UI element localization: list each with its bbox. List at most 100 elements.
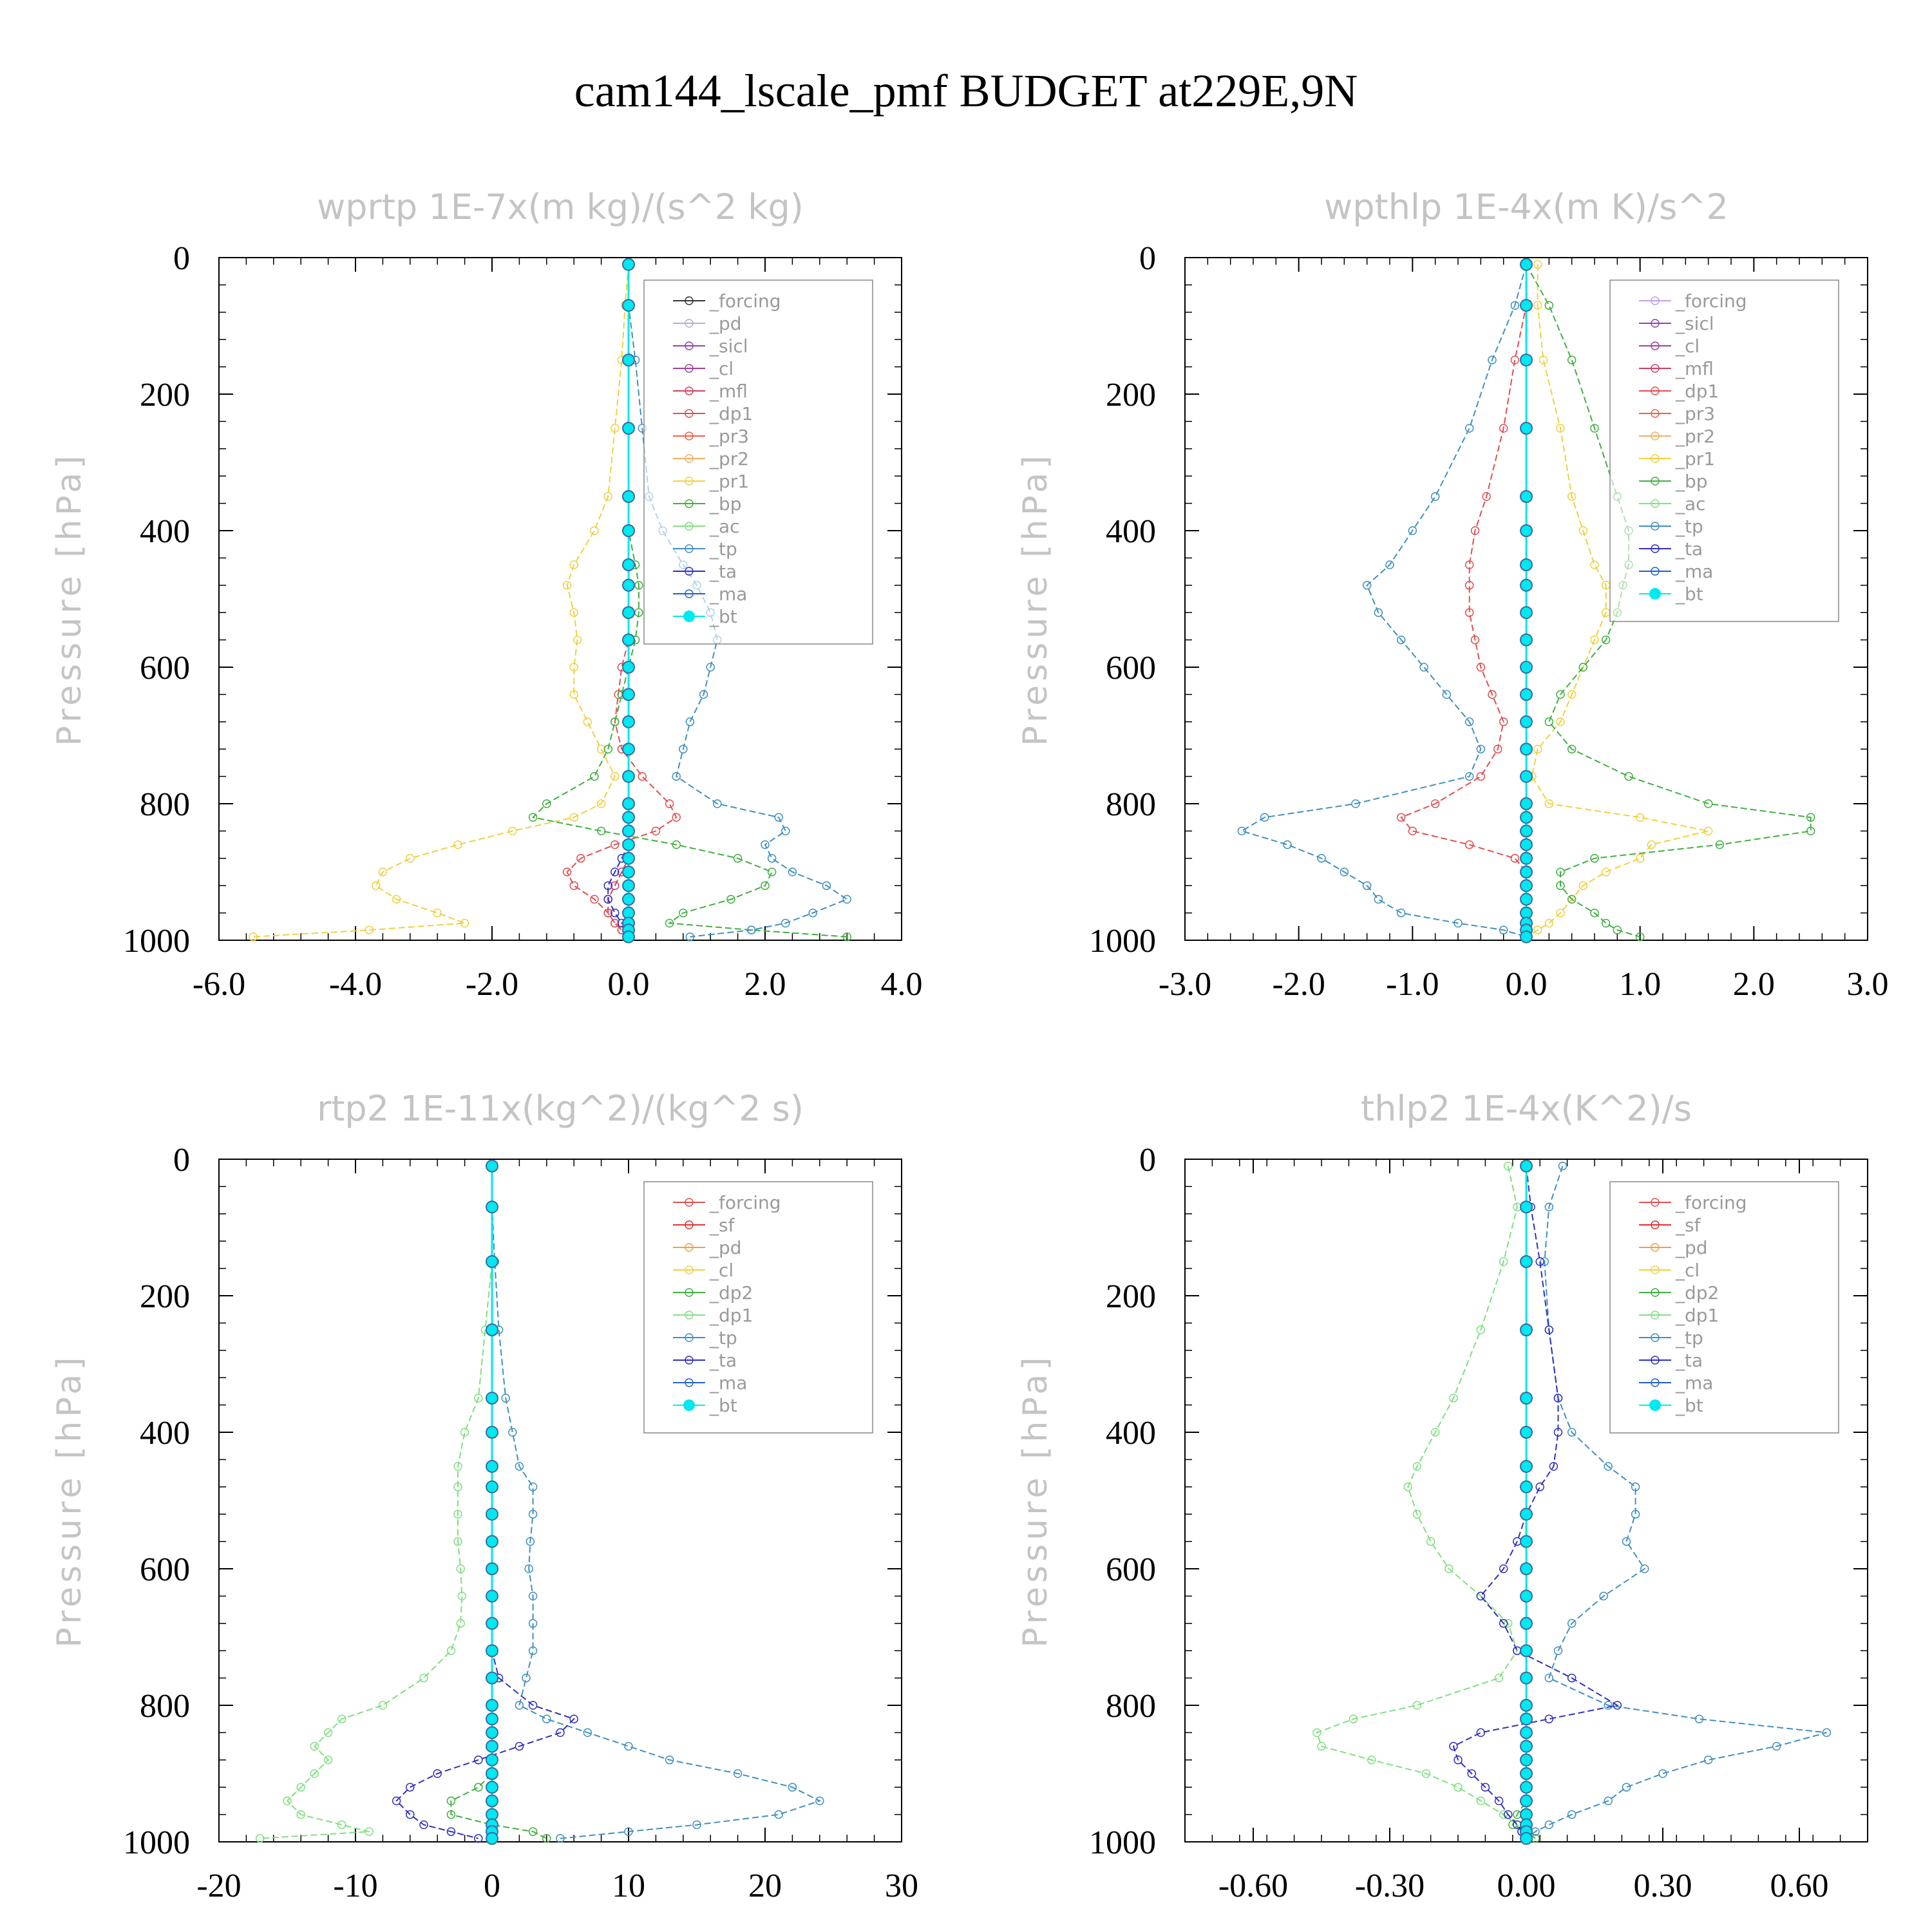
data-point-bp: [1556, 881, 1565, 890]
y-tick-label: 400: [140, 1415, 190, 1452]
data-point-ta: [1613, 1701, 1622, 1710]
legend-label-mfl: _mfl: [709, 381, 748, 402]
data-point-bt: [1520, 743, 1533, 756]
x-tick-label: -0.60: [1218, 1868, 1288, 1904]
data-point-tp: [774, 813, 783, 822]
data-point-bt: [1520, 422, 1533, 435]
data-point-bt: [622, 258, 635, 271]
data-point-bp: [1806, 826, 1815, 836]
x-tick-label: 30: [885, 1868, 918, 1904]
data-point-bp: [542, 799, 551, 808]
data-point-bt: [1520, 1159, 1533, 1173]
x-tick-label: 0.0: [608, 966, 650, 1003]
data-point-tp: [528, 1591, 538, 1601]
data-point-dp1: [1403, 1482, 1413, 1492]
data-point-tp: [1553, 1646, 1563, 1655]
data-point-bt: [1520, 879, 1533, 893]
data-point-tp: [1631, 1482, 1640, 1492]
data-point-bt: [1520, 838, 1533, 851]
data-point-bt: [1520, 354, 1533, 366]
data-point-bt: [1520, 1712, 1533, 1726]
legend-label-ta: _ta: [709, 1350, 737, 1371]
data-point-ta: [1467, 1769, 1476, 1778]
data-point-dp1: [1464, 608, 1474, 617]
y-tick-label: 0: [1139, 1142, 1156, 1179]
chart-title: rtp2 1E-11x(kg^2)/(kg^2 s): [317, 1088, 804, 1129]
legend-marker-bt: [1649, 588, 1661, 600]
data-point-bt: [1520, 524, 1533, 537]
y-tick-label: 1000: [1089, 1824, 1156, 1861]
data-point-pr1: [611, 424, 620, 433]
legend-label-ta: _ta: [1675, 1350, 1703, 1371]
legend-marker-pd: [1651, 1243, 1660, 1252]
data-point-bt: [1520, 1200, 1533, 1214]
data-point-pr1: [433, 908, 442, 918]
data-point-tp: [1510, 301, 1520, 310]
data-point-pr1: [378, 867, 388, 876]
data-point-pr1: [1635, 813, 1645, 822]
series-line-tp: [491, 1166, 822, 1839]
data-point-dp1: [365, 1827, 374, 1836]
data-point-dp1: [1464, 560, 1474, 569]
legend-label-ta: _ta: [1675, 538, 1703, 560]
data-point-bt: [486, 1426, 498, 1439]
x-tick-label: -20: [196, 1868, 241, 1904]
legend: [1609, 1181, 1839, 1434]
legend-label-sf: _sf: [1675, 1215, 1701, 1236]
data-point-pr1: [1578, 526, 1588, 535]
legend-label-pd: _pd: [709, 313, 742, 334]
data-point-dp1: [310, 1741, 319, 1751]
data-point-bp: [1567, 355, 1577, 365]
data-point-dp1: [1494, 1673, 1504, 1683]
data-point-ta: [1481, 1783, 1490, 1792]
y-tick-label: 1000: [123, 1824, 190, 1861]
x-tick-label: 0: [484, 1868, 500, 1904]
series-line-tp: [1526, 1166, 1827, 1839]
data-point-dp1: [337, 1714, 346, 1723]
data-point-dp1: [456, 1619, 465, 1628]
legend-label-forcing: _forcing: [709, 290, 781, 312]
data-point-pr1: [406, 854, 415, 863]
data-point-pr1: [365, 925, 374, 934]
data-point-dp1: [419, 1673, 428, 1683]
data-point-bt: [622, 851, 635, 865]
data-point-bt: [1520, 824, 1533, 838]
legend-label-ta: _ta: [709, 561, 737, 582]
data-point-bp: [761, 881, 770, 890]
data-point-bt: [486, 1726, 498, 1739]
legend-marker-ma: [685, 589, 694, 598]
data-point-tp: [1694, 1714, 1704, 1723]
data-point-bt: [1520, 893, 1533, 906]
data-point-bt: [486, 1781, 498, 1794]
data-point-pr1: [1533, 301, 1542, 310]
data-point-ta: [1503, 1810, 1513, 1819]
data-point-dp1: [255, 1833, 265, 1843]
y-tick-label: 600: [1106, 1551, 1156, 1588]
data-point-bp: [596, 826, 606, 836]
data-point-tp: [1442, 690, 1452, 699]
legend-label-tp: _tp: [1675, 516, 1703, 537]
data-point-dp1: [446, 1646, 456, 1655]
data-point-bt: [1520, 661, 1533, 674]
data-point-bp: [1556, 867, 1565, 876]
legend-marker-bp: [1651, 477, 1660, 486]
legend-marker-ta: [685, 567, 694, 576]
data-point-dp1: [1430, 799, 1440, 808]
y-tick-label: 800: [1106, 786, 1156, 823]
data-point-ta: [603, 895, 612, 904]
data-point-tp: [1622, 1537, 1631, 1546]
data-point-ta: [569, 1714, 578, 1723]
data-point-bt: [1520, 1323, 1533, 1336]
data-point-bt: [1520, 578, 1533, 592]
legend-label-dp1: _dp1: [1675, 381, 1719, 402]
data-point-bt: [486, 1200, 498, 1214]
data-point-bp: [1590, 854, 1599, 863]
data-point-pr1: [1544, 918, 1554, 928]
legend-marker-forcing: [685, 1198, 694, 1207]
y-tick-label: 600: [1106, 650, 1156, 687]
data-point-ta: [1535, 1257, 1544, 1266]
legend-marker-tp: [685, 1333, 694, 1342]
legend-marker-forcing: [685, 296, 694, 305]
data-point-tp: [1374, 608, 1383, 617]
legend-label-bt: _bt: [709, 606, 737, 627]
